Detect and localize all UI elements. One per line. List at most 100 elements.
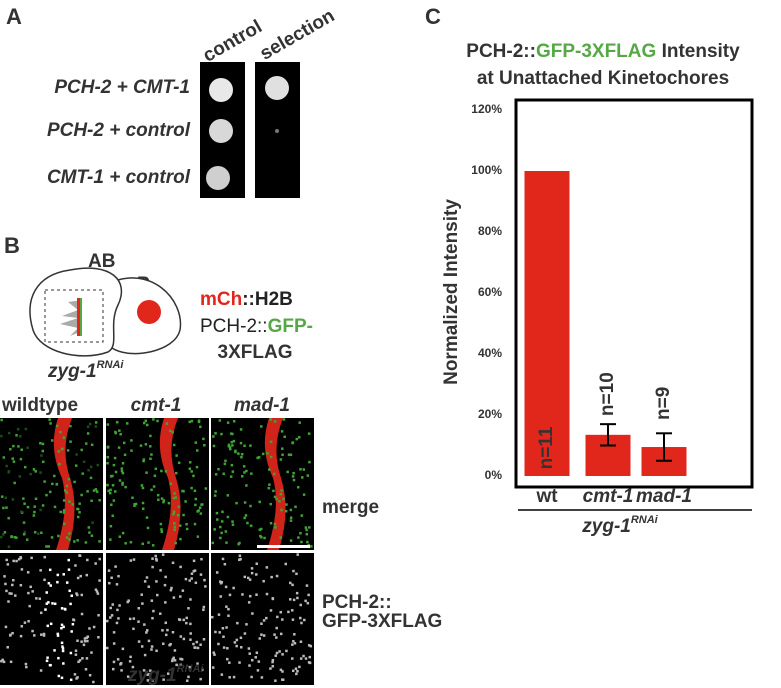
speckle [300,540,303,544]
speckle [239,428,243,431]
speckle [257,660,261,663]
speckle [60,676,64,680]
speckle [190,572,194,575]
speckle [151,557,154,560]
speckle [279,536,283,539]
speckle [302,493,306,496]
speckle [230,463,234,467]
speckle [185,679,189,682]
speckle [34,470,37,473]
speckle [162,500,165,504]
speckle [131,665,135,669]
speckle [116,608,119,612]
speckle [269,502,272,506]
speckle [305,532,309,536]
speckle [96,592,100,595]
speckle [250,675,253,679]
speckle [258,500,261,504]
speckle [307,644,311,647]
speckle [19,583,23,587]
speckle [291,643,294,646]
speckle [304,657,308,660]
speckle [132,617,136,620]
speckle [220,432,223,436]
speckle [256,669,260,672]
speckle [61,647,65,650]
colony [275,129,279,133]
y-axis-label: Normalized Intensity [441,199,462,385]
speckle [173,528,176,531]
speckle [178,618,182,622]
speckle [61,645,64,648]
speckle [292,569,295,573]
speckle [273,420,277,423]
speckle [214,473,218,476]
speckle [64,489,67,492]
speckle [196,662,199,665]
speckle [269,667,272,670]
speckle [190,419,194,423]
speckle [50,439,54,442]
speckle [39,669,43,672]
speckle [308,460,311,464]
colony [209,119,233,143]
speckle [281,678,285,681]
chart-title: PCH-2::GFP-3XFLAG Intensity [466,41,740,62]
speckle [115,583,119,586]
speckle [133,503,136,506]
speckle [33,505,36,508]
speckle [2,506,5,510]
speckle [17,445,20,448]
speckle [2,533,5,536]
speckle [92,489,96,492]
speckle [62,499,66,502]
speckle [280,430,284,433]
speckle [279,492,283,496]
speckle [184,500,187,503]
speckle [287,610,290,614]
speckle [65,484,69,488]
speckle [13,481,16,485]
speckle [26,505,30,509]
speckle [164,575,167,579]
speckle [154,554,157,558]
speckle [181,589,185,592]
speckle [61,447,64,451]
speckle [267,486,271,490]
speckle [225,605,228,608]
speckle [29,472,32,476]
speckle [299,616,302,620]
speckle [151,616,154,620]
speckle [6,563,10,566]
speckle [87,526,91,529]
speckle [14,594,17,597]
speckle [192,642,195,646]
speckle [125,422,129,425]
speckle [157,498,160,502]
speckle [289,581,292,585]
speckle [215,511,219,515]
speckle [158,612,162,615]
speckle [59,430,62,434]
legend-text: PCH-2:: [200,316,268,337]
speckle [111,514,114,518]
speckle [114,470,118,474]
speckle [245,623,248,626]
speckle [27,619,30,623]
speckle [235,638,239,642]
speckle [250,567,254,570]
speckle [83,640,87,643]
speckle [173,525,177,529]
speckle [202,638,206,641]
speckle [245,484,248,487]
row-label: PCH-2 + CMT-1 [54,77,190,98]
speckle [170,586,173,590]
speckle [78,511,81,514]
speckle [62,662,65,665]
n-annotation: n=11 [536,426,557,469]
speckle [296,669,299,673]
y-tick-label: 120% [471,102,502,116]
speckle [188,420,191,424]
speckle [291,609,294,612]
speckle [1,658,4,662]
